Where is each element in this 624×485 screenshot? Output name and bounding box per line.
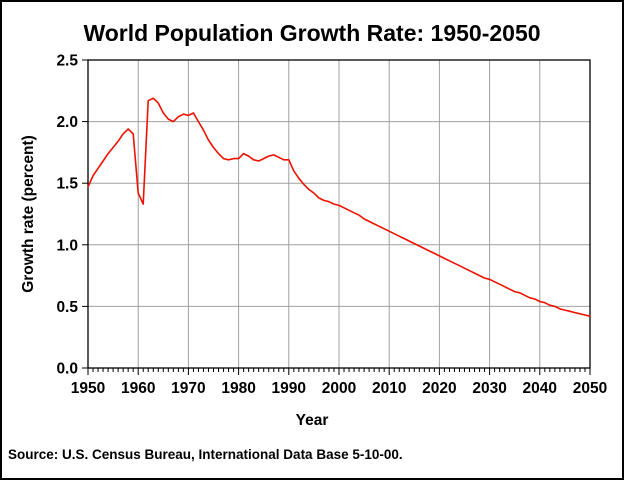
y-axis-title: Growth rate (percent) [20, 135, 37, 293]
y-tick-label: 1.0 [56, 237, 78, 254]
x-tick-label: 2020 [422, 380, 456, 397]
x-tick-label: 2010 [372, 380, 406, 397]
y-tick-label: 0.5 [56, 299, 78, 316]
x-tick-label: 1960 [121, 380, 155, 397]
y-tick-labels: 0.0 0.5 1.0 1.5 2.0 2.5 [56, 53, 78, 378]
source-note: Source: U.S. Census Bureau, Internationa… [8, 447, 403, 462]
y-tick-label: 2.5 [56, 53, 78, 70]
x-tick-label: 2040 [523, 380, 557, 397]
chart-title: World Population Growth Rate: 1950-2050 [83, 20, 540, 46]
x-tick-label: 1950 [71, 380, 105, 397]
y-tick-label: 0.0 [56, 361, 78, 378]
x-tick-labels: 1950 1960 1970 1980 1990 2000 2010 2020 2030 2040… [71, 380, 607, 397]
y-tick-label: 2.0 [56, 114, 78, 131]
x-tick-label: 2000 [322, 380, 356, 397]
x-tick-label: 1980 [221, 380, 255, 397]
gridlines [88, 60, 590, 368]
axis-ticks [82, 59, 591, 375]
x-axis-title: Year [296, 412, 329, 429]
growth-rate-line [87, 97, 591, 318]
x-tick-label: 2050 [573, 380, 607, 397]
x-tick-label: 1970 [171, 380, 205, 397]
y-tick-label: 1.5 [56, 176, 78, 193]
x-tick-label: 2030 [472, 380, 506, 397]
x-tick-label: 1990 [272, 380, 306, 397]
